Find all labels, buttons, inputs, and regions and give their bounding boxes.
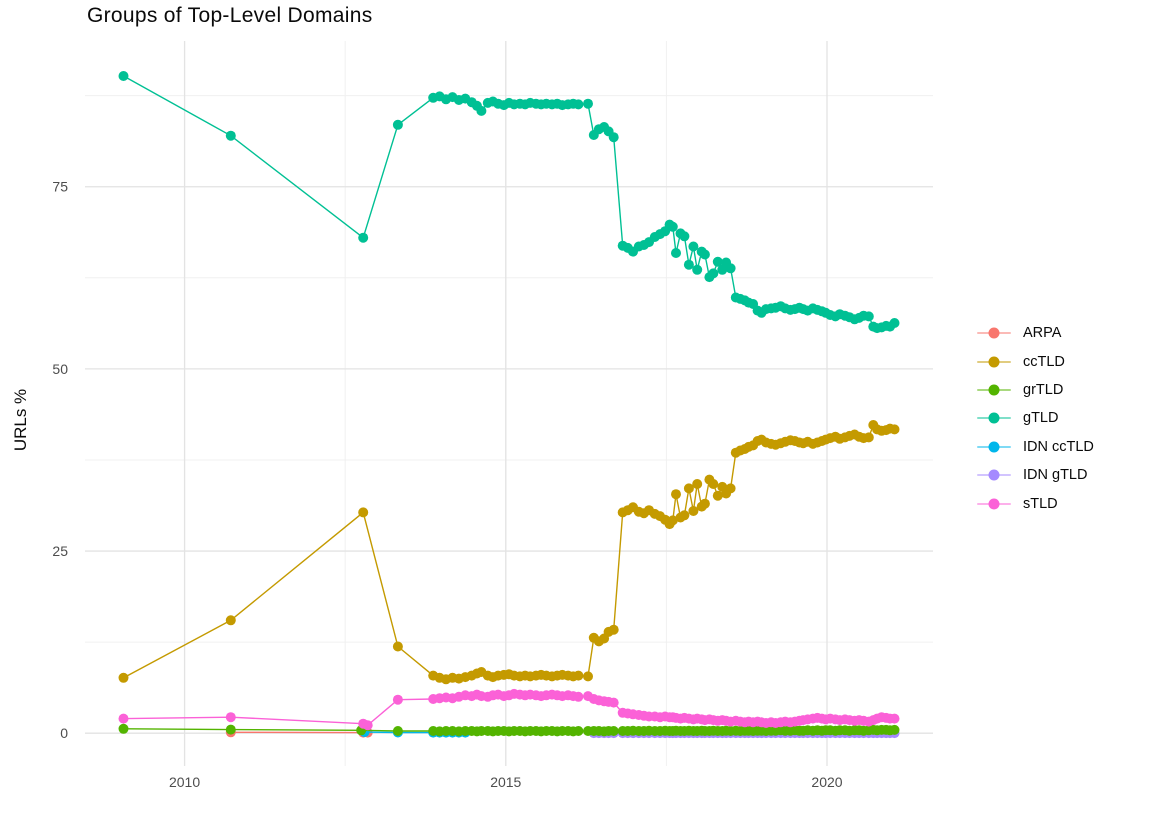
data-point [608,697,619,708]
data-point [583,671,593,682]
data-point [118,71,129,81]
data-point [118,713,129,724]
legend-key-dot [988,356,1000,368]
data-point [225,130,236,141]
legend-key-dot [988,327,1000,339]
legend-key-icon [977,383,1011,396]
legend-key-icon [977,469,1011,482]
legend-key-icon [977,412,1011,425]
data-point [573,670,584,681]
series-line [123,75,895,329]
legend-item-grTLD: grTLD [977,376,1094,404]
data-point [889,424,900,435]
legend-key-dot [988,469,1000,481]
data-point [671,489,681,500]
data-point [583,98,593,109]
data-point [712,490,723,501]
data-point [118,723,129,734]
data-point [699,249,710,260]
x-tick-label: 2010 [169,774,200,790]
data-point [476,105,487,116]
data-point [889,713,900,724]
legend-key-dot [988,384,1000,396]
legend-label: grTLD [1023,381,1064,398]
legend-item-ARPA: ARPA [977,319,1094,347]
legend-key-dot [988,441,1000,453]
data-point [362,720,373,731]
data-point [608,132,619,143]
data-point [358,507,369,518]
data-point [708,268,719,279]
data-point [692,264,703,275]
data-point [708,479,719,489]
legend-key-icon [977,440,1011,453]
legend-key-dot [988,412,1000,424]
data-point [667,515,678,526]
data-point [573,99,584,110]
x-tick-label: 2015 [490,774,521,790]
data-point [608,726,619,736]
legend-label: IDN ccTLD [1023,438,1094,455]
data-point [358,232,369,243]
data-point [679,231,690,242]
legend-key-icon [977,497,1011,510]
legend-label: gTLD [1023,410,1059,427]
legend-item-ccTLD: ccTLD [977,347,1094,375]
legend-label: sTLD [1023,495,1058,512]
data-point [679,510,690,521]
data-point [573,726,584,736]
data-point [392,119,403,130]
data-point [692,479,703,489]
data-point [688,241,699,252]
data-point [889,318,900,328]
data-point [683,483,694,494]
series-line [123,423,895,681]
y-tick-label: 0 [60,725,68,741]
series-ccTLD [118,420,900,685]
data-point [392,641,403,652]
legend-key-icon [977,355,1011,368]
data-point [688,506,699,516]
data-point [671,248,681,258]
series-grTLD [118,723,900,737]
legend-key-dot [988,498,1000,510]
series-sTLD [118,688,900,731]
legend: ARPA ccTLD grTLD gTLD IDN ccTLD IDN gTLD sTLD [977,319,1094,518]
legend-item-IDN-ccTLD: IDN ccTLD [977,433,1094,461]
data-point [225,615,236,626]
data-point [725,483,736,494]
data-point [667,221,678,232]
data-point [573,691,584,702]
y-tick-label: 25 [52,543,68,559]
legend-key-icon [977,327,1011,340]
y-tick-label: 75 [52,179,68,195]
legend-label: ccTLD [1023,353,1065,370]
data-point [725,263,736,274]
data-point [225,712,236,723]
data-point [608,624,619,635]
y-tick-label: 50 [52,361,68,377]
legend-label: ARPA [1023,325,1062,342]
chart-title: Groups of Top-Level Domains [87,4,373,27]
legend-item-sTLD: sTLD [977,489,1094,517]
data-point [863,311,874,322]
data-point [225,724,236,735]
legend-item-IDN-gTLD: IDN gTLD [977,461,1094,489]
data-point [392,726,403,736]
data-point [683,259,694,270]
legend-label: IDN gTLD [1023,467,1088,484]
data-point [392,694,403,705]
data-point [863,432,874,443]
data-point [712,256,723,267]
x-tick-label: 2020 [811,774,842,790]
data-point [118,672,129,683]
legend-item-gTLD: gTLD [977,404,1094,432]
series-gTLD [118,71,900,334]
series-ARPA [225,727,373,738]
data-point [699,498,710,509]
data-point [889,724,900,735]
